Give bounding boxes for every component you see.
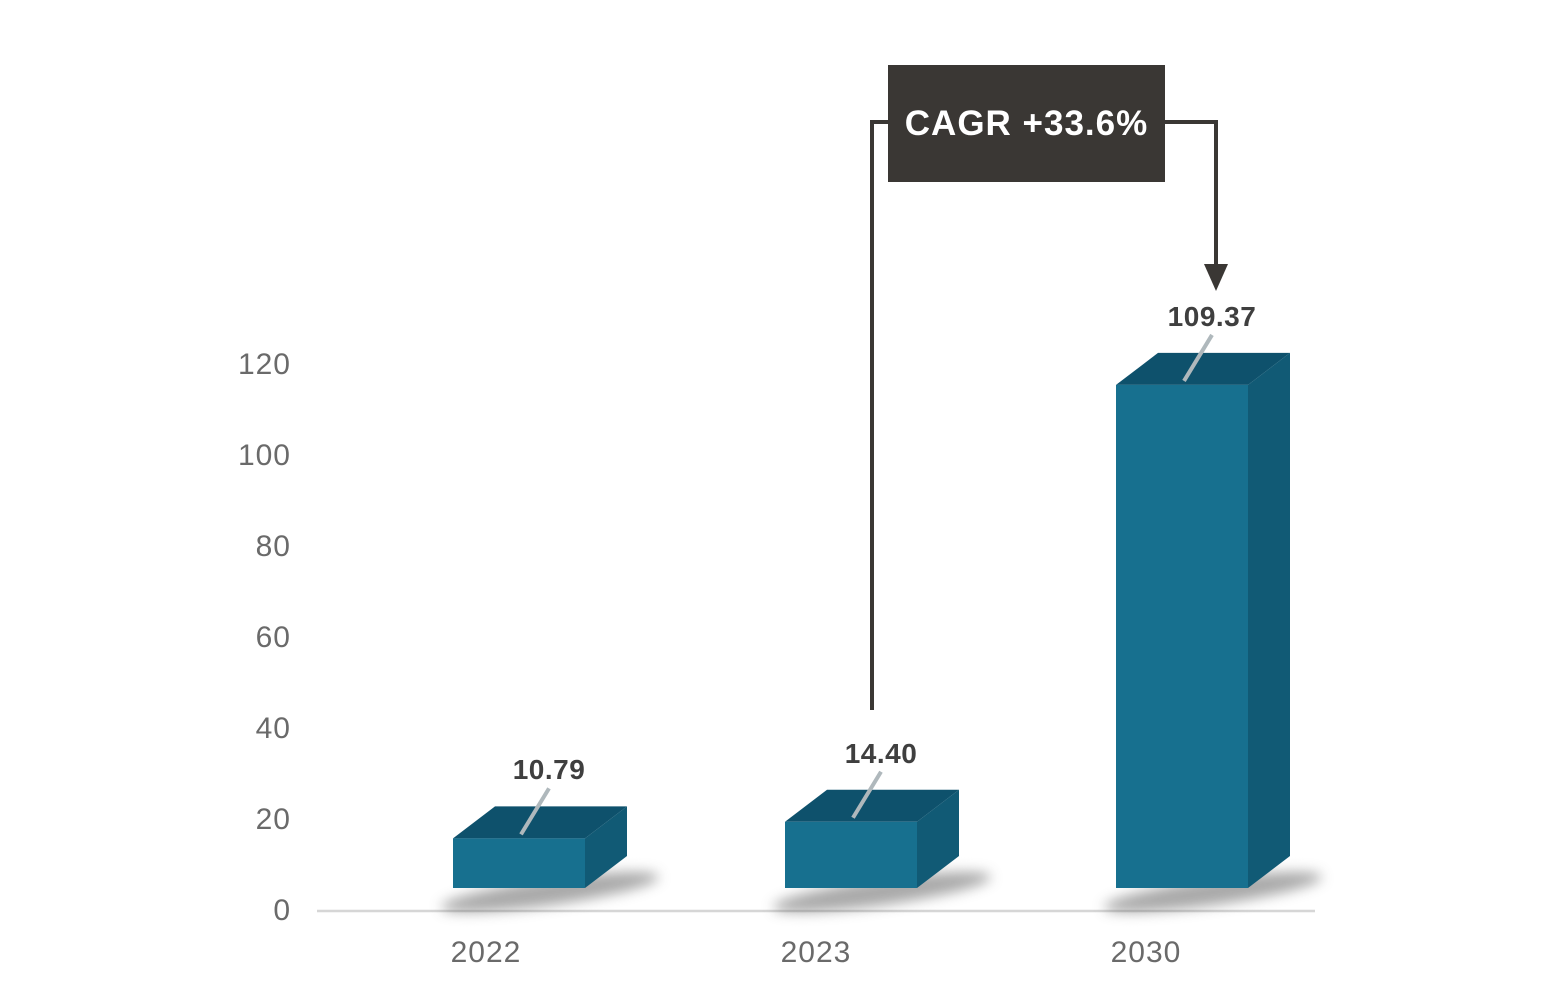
x-axis-category-label: 2022 [450, 936, 522, 969]
value-leader-line [851, 770, 883, 819]
y-axis-tick-label: 120 [237, 348, 291, 381]
cagr-connector-left [870, 120, 892, 710]
bar-top-face [785, 789, 959, 822]
value-leader-line [519, 787, 551, 836]
bar-side-face [585, 806, 627, 888]
x-axis-category-label: 2023 [780, 936, 852, 969]
bar-front-face [453, 838, 585, 888]
bar-shadow [773, 871, 991, 913]
bar-front-face [785, 821, 917, 888]
cagr-callout-box: CAGR +33.6% [888, 65, 1165, 182]
bar-side-face [1248, 352, 1290, 888]
value-leader-line [1182, 333, 1214, 382]
y-axis-tick-label: 100 [237, 439, 291, 472]
x-axis-category-label: 2030 [1110, 936, 1182, 969]
bar-shadow [1104, 871, 1322, 913]
bar-value-label: 10.79 [512, 754, 586, 786]
cagr-connector-right [1163, 120, 1218, 266]
bar-top-face [1116, 352, 1290, 385]
y-axis-tick-label: 40 [255, 712, 291, 745]
bar-value-label: 14.40 [844, 737, 918, 769]
y-axis-tick-label: 0 [273, 894, 291, 927]
bar-value-label: 109.37 [1167, 300, 1257, 332]
y-axis-tick-label: 80 [255, 530, 291, 563]
bar-shadow [441, 871, 659, 913]
y-axis-tick-label: 20 [255, 803, 291, 836]
arrow-down-icon [1204, 264, 1228, 291]
y-axis-tick-label: 60 [255, 621, 291, 654]
bar-top-face [453, 806, 627, 839]
bar-front-face [1116, 384, 1248, 888]
bar-side-face [917, 789, 959, 888]
